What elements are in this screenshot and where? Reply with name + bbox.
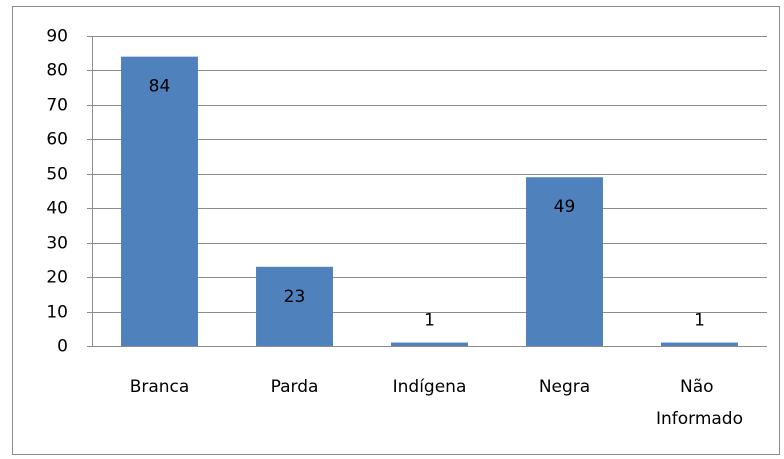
y-tick-label: 20 — [46, 268, 68, 288]
y-tick-label: 80 — [46, 61, 68, 81]
x-tick-label: Parda — [271, 377, 319, 397]
y-tick-label: 0 — [57, 337, 68, 357]
data-label: 1 — [424, 311, 435, 331]
y-tick-label: 60 — [46, 130, 68, 150]
x-tick-label: Branca — [130, 377, 190, 397]
y-tick-label: 30 — [46, 234, 68, 254]
x-tick-label: Negra — [539, 377, 590, 397]
y-tick-label: 70 — [46, 96, 68, 116]
bar — [256, 266, 333, 346]
y-tick-label: 10 — [46, 303, 68, 323]
y-tick-label: 90 — [46, 27, 68, 47]
data-label: 84 — [149, 77, 171, 97]
data-label: 1 — [694, 311, 705, 331]
x-tick-label: Não Informado — [656, 377, 743, 429]
x-tick-label: Indígena — [393, 377, 467, 397]
y-tick-label: 50 — [46, 165, 68, 185]
data-label: 49 — [554, 197, 576, 217]
bar — [661, 342, 738, 346]
y-tick-label: 40 — [46, 199, 68, 219]
bar — [391, 342, 468, 346]
data-label: 23 — [284, 287, 306, 307]
bar — [526, 177, 603, 346]
bar — [121, 56, 198, 347]
